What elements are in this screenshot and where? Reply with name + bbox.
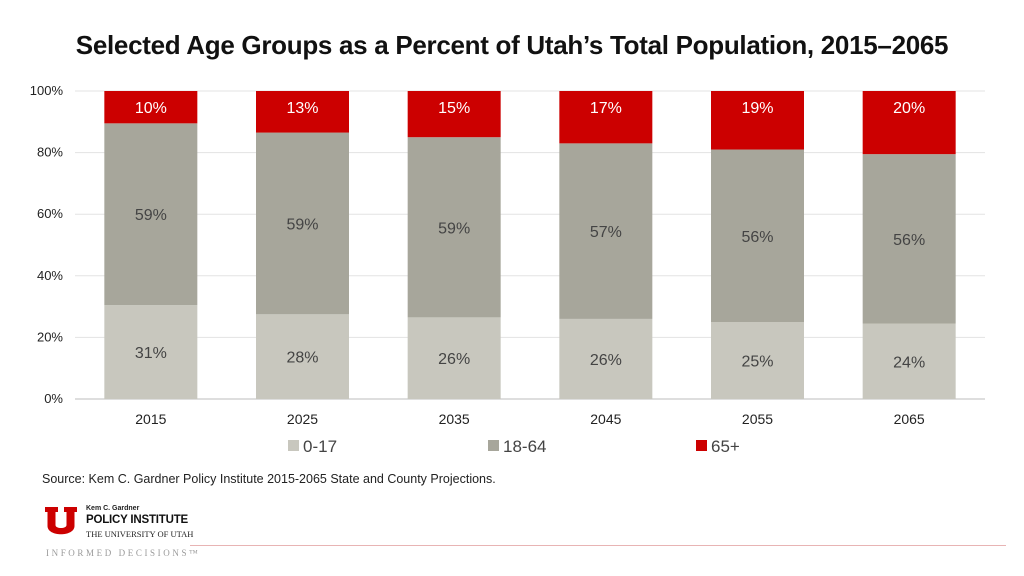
y-tick-label: 60% <box>37 206 63 221</box>
data-label: 13% <box>286 100 318 117</box>
legend-label: 18-64 <box>503 437 546 456</box>
y-tick-label: 40% <box>37 268 63 283</box>
bar-segment-18-64 <box>711 149 804 322</box>
legend-label: 0-17 <box>303 437 337 456</box>
x-tick-label: 2035 <box>439 411 470 427</box>
bar-segment-18-64 <box>256 132 349 315</box>
data-label: 26% <box>590 352 622 369</box>
data-label: 28% <box>286 350 318 367</box>
bar-segment-0-17 <box>711 322 804 399</box>
stacked-bar-chart: 0% 20% 40% 60% 80% 100% 31% 59% 10% 2015 28% 59% 13%… <box>30 83 985 456</box>
y-tick-label: 20% <box>37 329 63 344</box>
x-tick-label: 2045 <box>590 411 621 427</box>
bar-segment-0-17 <box>256 314 349 399</box>
y-tick-label: 0% <box>44 391 63 406</box>
data-label: 15% <box>438 100 470 117</box>
brand-university: THE UNIVERSITY OF UTAH <box>86 529 194 539</box>
y-tick-label: 100% <box>30 83 64 98</box>
legend-swatch <box>696 440 707 451</box>
x-tick-label: 2055 <box>742 411 773 427</box>
bar-segment-0-17 <box>407 317 501 399</box>
data-label: 56% <box>893 232 925 249</box>
data-label: 17% <box>590 100 622 117</box>
bar-segment-0-17 <box>862 323 956 399</box>
bar-segment-65plus <box>559 91 653 144</box>
bar-segment-0-17 <box>104 305 198 399</box>
data-label: 24% <box>893 354 925 371</box>
data-label: 56% <box>741 229 773 246</box>
data-label: 19% <box>741 100 773 117</box>
data-label: 59% <box>286 216 318 233</box>
bar-segment-18-64 <box>104 123 198 306</box>
legend-swatch <box>288 440 299 451</box>
x-tick-label: 2065 <box>894 411 925 427</box>
data-label: 31% <box>135 345 167 362</box>
brand-name-line2: POLICY INSTITUTE <box>86 514 189 526</box>
x-tick-label: 2025 <box>287 411 318 427</box>
bar-segment-65plus <box>711 91 804 150</box>
bar-segment-65plus <box>407 91 501 138</box>
bar-segment-65plus <box>104 91 198 124</box>
legend-swatch <box>488 440 499 451</box>
legend-label: 65+ <box>711 437 740 456</box>
source-note: Source: Kem C. Gardner Policy Institute … <box>42 472 496 486</box>
bar-segment-18-64 <box>559 143 653 319</box>
bar-segment-65plus <box>256 91 349 133</box>
university-u-logo-icon <box>45 507 77 535</box>
data-label: 59% <box>135 207 167 224</box>
footer-divider <box>190 545 1006 546</box>
brand-tagline: INFORMED DECISIONS™ <box>46 548 201 558</box>
bar-segment-18-64 <box>407 137 501 318</box>
data-label: 25% <box>741 354 773 371</box>
data-label: 10% <box>135 100 167 117</box>
data-label: 26% <box>438 351 470 368</box>
bar-segment-18-64 <box>862 154 956 324</box>
bar-segment-0-17 <box>559 318 653 399</box>
brand-name-line1: Kem C. Gardner <box>86 505 140 512</box>
data-label: 20% <box>893 100 925 117</box>
y-tick-label: 80% <box>37 145 63 160</box>
data-label: 59% <box>438 220 470 237</box>
chart-title: Selected Age Groups as a Percent of Utah… <box>75 30 949 60</box>
x-tick-label: 2015 <box>135 411 166 427</box>
data-label: 57% <box>590 224 622 241</box>
bar-segment-65plus <box>862 91 956 155</box>
